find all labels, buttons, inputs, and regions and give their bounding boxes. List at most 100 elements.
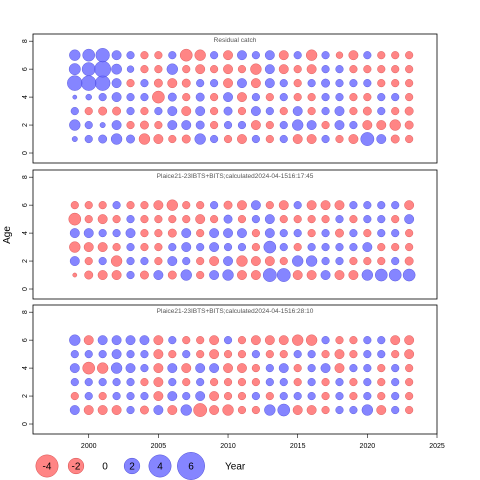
bubble — [69, 241, 81, 253]
bubble — [321, 51, 330, 60]
bubble — [377, 229, 386, 238]
bubble — [363, 350, 372, 359]
bubble — [84, 350, 93, 359]
bubble — [153, 200, 164, 211]
bubble — [195, 64, 206, 75]
panel-title: Plaice21-23IBTS+BITS;calculated2024-04-1… — [157, 308, 314, 315]
bubble — [153, 335, 164, 346]
bubble — [153, 78, 163, 88]
bubble — [320, 363, 331, 374]
bubble — [84, 134, 93, 144]
bubble — [363, 65, 372, 74]
legend-label: 0 — [102, 462, 108, 473]
bubble — [195, 106, 206, 116]
bubble — [84, 392, 93, 401]
bubble — [391, 364, 400, 373]
bubble — [168, 350, 177, 359]
bubble — [265, 107, 274, 116]
bubble — [68, 63, 81, 76]
bubble — [182, 201, 191, 210]
bubble — [210, 107, 219, 116]
bubble — [251, 350, 260, 359]
bubble — [194, 133, 206, 145]
bubble — [362, 120, 373, 130]
bubble — [140, 79, 149, 88]
bubble — [321, 215, 330, 224]
bubble — [140, 93, 149, 102]
bubble — [70, 392, 79, 401]
bubble — [251, 134, 260, 144]
bubble — [321, 78, 330, 88]
bubble — [250, 335, 261, 346]
bubble — [210, 215, 219, 224]
bubble — [264, 78, 275, 89]
bubble — [195, 92, 205, 102]
bubble — [182, 257, 191, 266]
bubble — [167, 78, 178, 89]
y-tick-label: 8 — [22, 175, 29, 179]
bubble — [97, 214, 108, 225]
bubble — [84, 201, 93, 210]
legend-label: 2 — [129, 462, 135, 473]
bubble — [307, 243, 316, 252]
bubble — [110, 133, 123, 145]
bubble — [222, 404, 234, 416]
bubble — [376, 134, 387, 144]
bubble — [196, 79, 205, 88]
bubble — [377, 51, 386, 60]
bubble — [69, 405, 80, 415]
x-tick-label: 2015 — [290, 443, 306, 450]
bubble — [321, 229, 330, 238]
bubble — [237, 121, 247, 130]
bubble — [167, 120, 178, 130]
bubble — [321, 336, 330, 345]
bubble — [306, 200, 317, 211]
bubble — [391, 405, 400, 415]
bubble — [264, 50, 275, 61]
bubble — [362, 242, 373, 252]
bubble — [293, 79, 302, 88]
bubble — [237, 200, 247, 211]
bubble — [196, 243, 205, 252]
bubble — [250, 63, 262, 75]
bubble — [264, 64, 275, 75]
bubble — [377, 215, 386, 224]
bubble — [209, 270, 220, 280]
bubble — [251, 93, 260, 102]
bubble — [307, 79, 316, 88]
bubble — [237, 92, 247, 103]
bubble — [126, 350, 135, 359]
bubble — [70, 350, 79, 359]
bubble — [140, 257, 149, 266]
bubble — [335, 51, 344, 59]
panel-2: Plaice21-23IBTS+BITS;calculated2024-04-1… — [22, 169, 438, 300]
bubble — [321, 405, 330, 415]
bubble — [126, 243, 135, 252]
bubble — [279, 93, 288, 102]
y-tick-label: 0 — [22, 287, 29, 291]
bubble — [250, 270, 261, 280]
bubble — [306, 120, 317, 130]
bubble — [292, 119, 304, 131]
bubble — [292, 106, 303, 116]
y-tick-label: 0 — [22, 151, 29, 155]
bubble — [361, 404, 373, 416]
bubble — [363, 93, 372, 102]
bubble — [84, 215, 93, 224]
bubble — [71, 136, 78, 142]
bubble — [335, 336, 344, 345]
bubble — [335, 215, 344, 224]
bubble — [140, 392, 149, 401]
bubble — [391, 378, 400, 387]
bubble — [112, 201, 121, 210]
x-tick-label: 2020 — [360, 443, 376, 450]
bubble — [391, 51, 400, 60]
bubble — [391, 229, 400, 238]
bubble — [182, 93, 191, 102]
bubble — [251, 364, 260, 373]
bubble — [140, 350, 149, 359]
bubble — [181, 228, 192, 239]
bubble — [69, 334, 81, 346]
bubble — [236, 255, 248, 267]
bubble — [307, 229, 316, 238]
